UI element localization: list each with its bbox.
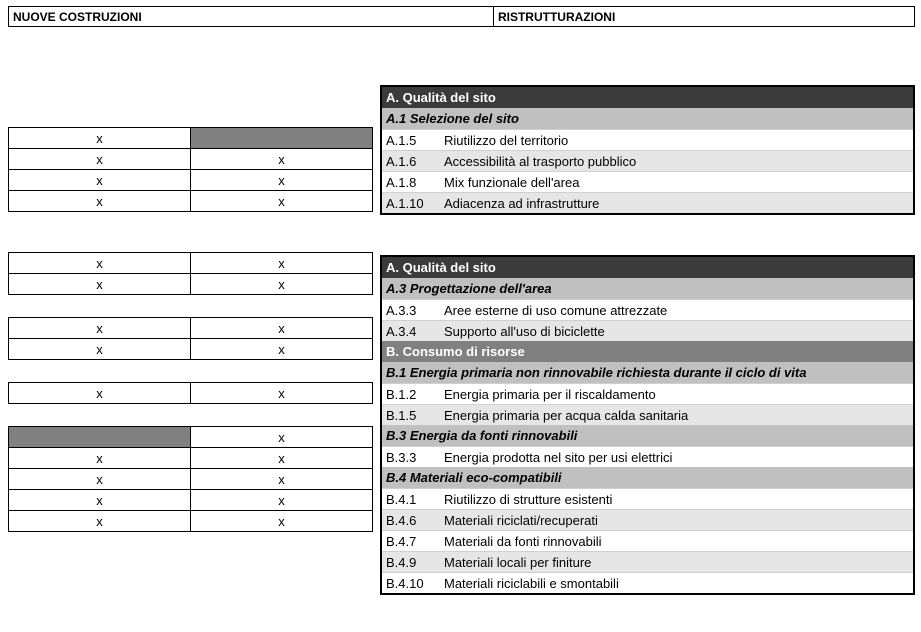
criteria-subheader: B.1 Energia primaria non rinnovabile ric…	[382, 362, 913, 383]
cell-nuove: x	[9, 490, 191, 511]
left-group-table: xxxx	[8, 252, 373, 295]
header-col-ristrutturazioni: RISTRUTTURAZIONI	[493, 7, 914, 27]
header-table: NUOVE COSTRUZIONI RISTRUTTURAZIONI	[8, 6, 915, 27]
left-group-table: xxxxxxxxx	[8, 426, 373, 532]
criteria-code: B.1.2	[386, 387, 444, 402]
criteria-text: Materiali riciclati/recuperati	[444, 513, 909, 528]
criteria-code: B.4.1	[386, 492, 444, 507]
cell-ristrutturazioni: x	[191, 149, 373, 170]
cell-ristrutturazioni	[191, 128, 373, 149]
criteria-text: Riutilizzo del territorio	[444, 133, 909, 148]
cell-nuove	[9, 427, 191, 448]
criteria-text: Supporto all'uso di biciclette	[444, 324, 909, 339]
cell-ristrutturazioni: x	[191, 383, 373, 404]
cell-ristrutturazioni: x	[191, 274, 373, 295]
criteria-subheader: B.3 Energia da fonti rinnovabili	[382, 425, 913, 446]
criteria-subheader: B.4 Materiali eco-compatibili	[382, 467, 913, 488]
criteria-code: B.4.9	[386, 555, 444, 570]
cell-ristrutturazioni: x	[191, 469, 373, 490]
criteria-item: A.3.4Supporto all'uso di biciclette	[382, 320, 913, 341]
criteria-text: Energia primaria per il riscaldamento	[444, 387, 909, 402]
criteria-text: Materiali da fonti rinnovabili	[444, 534, 909, 549]
criteria-text: Adiacenza ad infrastrutture	[444, 196, 909, 211]
cell-nuove: x	[9, 253, 191, 274]
criteria-item: B.1.2Energia primaria per il riscaldamen…	[382, 383, 913, 404]
criteria-category: B. Consumo di risorse	[382, 341, 913, 362]
cell-nuove: x	[9, 339, 191, 360]
criteria-item: A.3.3Aree esterne di uso comune attrezza…	[382, 299, 913, 320]
criteria-code: B.4.10	[386, 576, 444, 591]
cell-ristrutturazioni: x	[191, 490, 373, 511]
criteria-code: A.3.3	[386, 303, 444, 318]
criteria-text: Energia primaria per acqua calda sanitar…	[444, 408, 909, 423]
cell-ristrutturazioni: x	[191, 318, 373, 339]
right-column: A. Qualità del sitoA.1 Selezione del sit…	[380, 85, 915, 595]
criteria-subheader: A.1 Selezione del sito	[382, 108, 913, 129]
header-col-nuove: NUOVE COSTRUZIONI	[9, 7, 494, 27]
criteria-item: B.1.5Energia primaria per acqua calda sa…	[382, 404, 913, 425]
cell-ristrutturazioni: x	[191, 191, 373, 212]
criteria-item: A.1.8Mix funzionale dell'area	[382, 171, 913, 192]
cell-nuove: x	[9, 469, 191, 490]
cell-nuove: x	[9, 318, 191, 339]
criteria-item: A.1.6Accessibilità al trasporto pubblico	[382, 150, 913, 171]
criteria-item: B.4.1Riutilizzo di strutture esistenti	[382, 488, 913, 509]
criteria-code: A.3.4	[386, 324, 444, 339]
cell-ristrutturazioni: x	[191, 170, 373, 191]
criteria-code: A.1.10	[386, 196, 444, 211]
left-group-table: xxxxxxx	[8, 127, 373, 212]
cell-nuove: x	[9, 149, 191, 170]
criteria-item: B.4.7Materiali da fonti rinnovabili	[382, 530, 913, 551]
criteria-text: Mix funzionale dell'area	[444, 175, 909, 190]
criteria-subheader: A.3 Progettazione dell'area	[382, 278, 913, 299]
criteria-text: Aree esterne di uso comune attrezzate	[444, 303, 909, 318]
criteria-item: B.4.10Materiali riciclabili e smontabili	[382, 572, 913, 593]
criteria-item: A.1.5Riutilizzo del territorio	[382, 129, 913, 150]
cell-nuove: x	[9, 128, 191, 149]
criteria-item: A.1.10Adiacenza ad infrastrutture	[382, 192, 913, 213]
criteria-text: Energia prodotta nel sito per usi elettr…	[444, 450, 909, 465]
cell-ristrutturazioni: x	[191, 339, 373, 360]
criteria-text: Materiali riciclabili e smontabili	[444, 576, 909, 591]
cell-nuove: x	[9, 191, 191, 212]
cell-ristrutturazioni: x	[191, 427, 373, 448]
criteria-text: Materiali locali per finiture	[444, 555, 909, 570]
cell-ristrutturazioni: x	[191, 511, 373, 532]
cell-nuove: x	[9, 511, 191, 532]
criteria-code: B.1.5	[386, 408, 444, 423]
criteria-text: Riutilizzo di strutture esistenti	[444, 492, 909, 507]
criteria-panel: A. Qualità del sitoA.1 Selezione del sit…	[380, 85, 915, 215]
criteria-item: B.4.9Materiali locali per finiture	[382, 551, 913, 572]
criteria-code: B.3.3	[386, 450, 444, 465]
criteria-panel: A. Qualità del sitoA.3 Progettazione del…	[380, 255, 915, 595]
left-column: xxxxxxxxxxxxxxxxxxxxxxxxxx	[8, 85, 376, 595]
cell-nuove: x	[9, 383, 191, 404]
criteria-code: A.1.6	[386, 154, 444, 169]
criteria-text: Accessibilità al trasporto pubblico	[444, 154, 909, 169]
criteria-item: B.4.6Materiali riciclati/recuperati	[382, 509, 913, 530]
criteria-code: A.1.8	[386, 175, 444, 190]
cell-nuove: x	[9, 448, 191, 469]
criteria-code: B.4.7	[386, 534, 444, 549]
left-group-table: xxxx	[8, 317, 373, 360]
criteria-code: A.1.5	[386, 133, 444, 148]
cell-nuove: x	[9, 274, 191, 295]
criteria-category: A. Qualità del sito	[382, 87, 913, 108]
cell-nuove: x	[9, 170, 191, 191]
cell-ristrutturazioni: x	[191, 448, 373, 469]
criteria-category: A. Qualità del sito	[382, 257, 913, 278]
cell-ristrutturazioni: x	[191, 253, 373, 274]
left-group-table: xx	[8, 382, 373, 404]
criteria-code: B.4.6	[386, 513, 444, 528]
criteria-item: B.3.3Energia prodotta nel sito per usi e…	[382, 446, 913, 467]
